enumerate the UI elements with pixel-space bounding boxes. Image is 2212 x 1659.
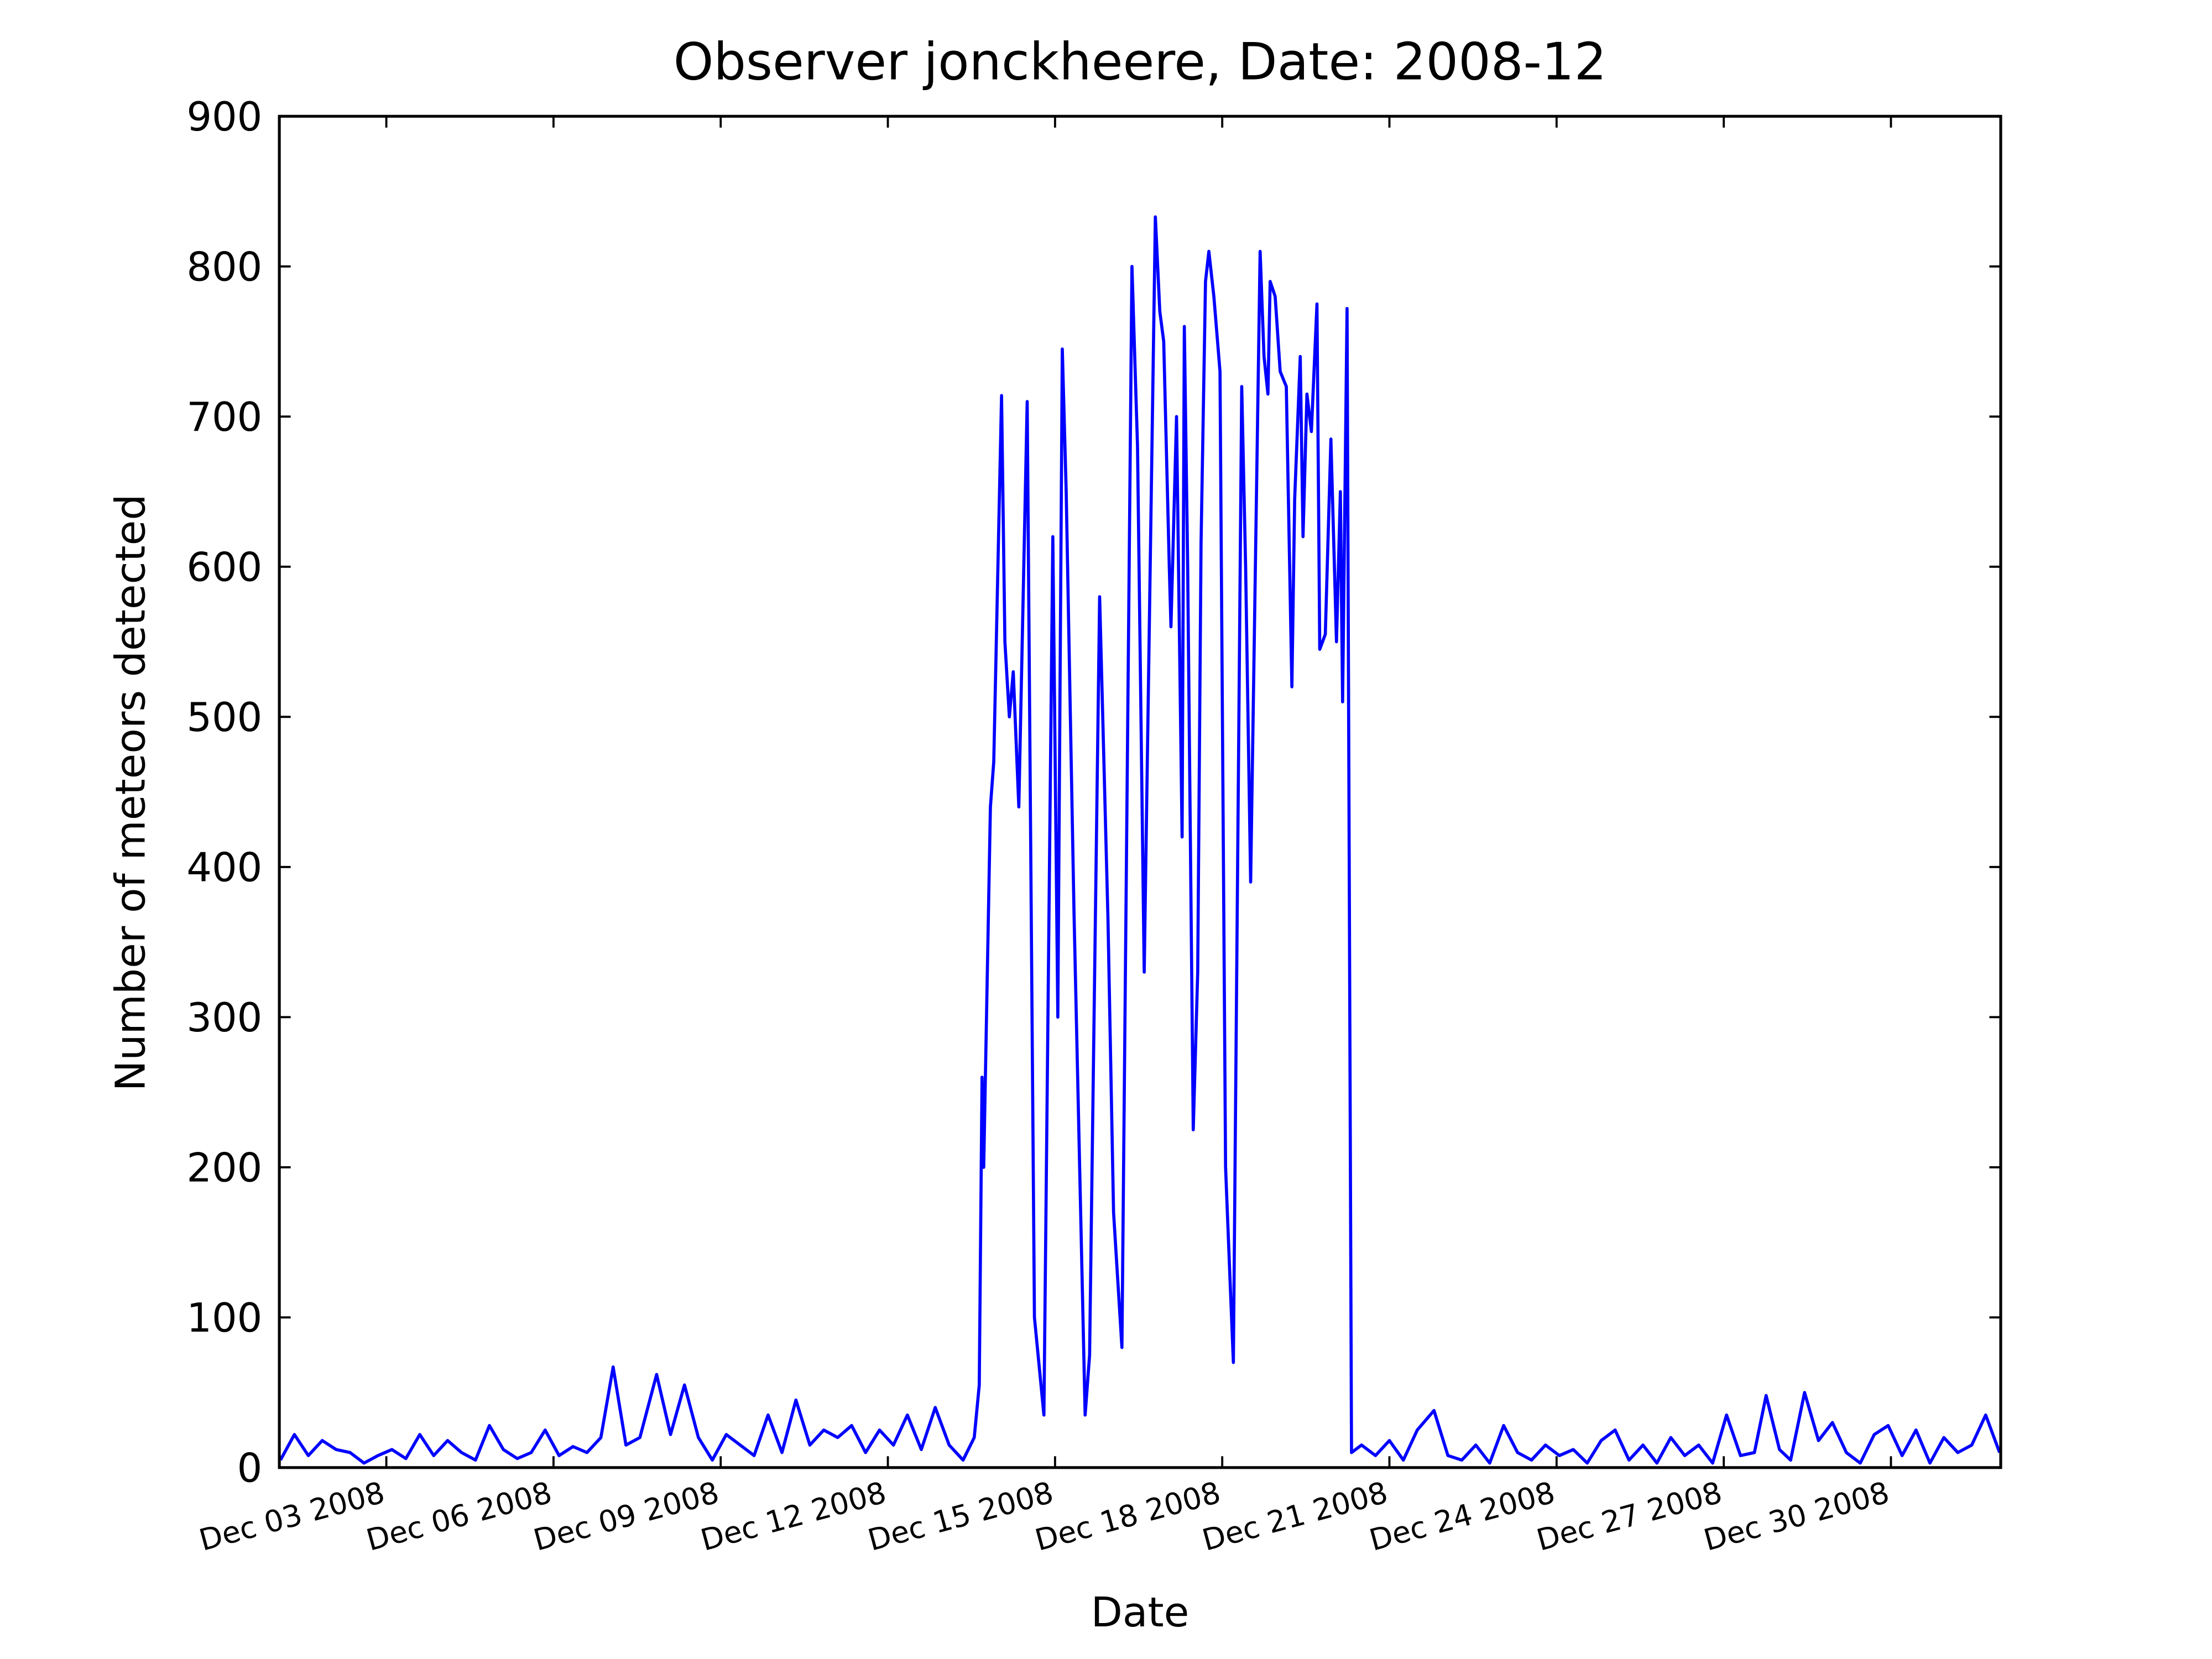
y-tick-label: 0	[237, 1444, 263, 1491]
y-tick-label: 800	[186, 243, 262, 290]
y-tick-label: 400	[186, 844, 262, 890]
y-tick-label: 700	[186, 394, 262, 440]
y-tick-label: 900	[186, 93, 262, 140]
y-tick-label: 500	[186, 694, 262, 740]
y-tick-label: 600	[186, 544, 262, 590]
plot-frame	[278, 114, 2002, 1469]
x-axis-label: Date	[1091, 1588, 1190, 1636]
y-axis-label: Number of meteors detected	[107, 494, 155, 1091]
y-tick-label: 200	[186, 1144, 262, 1191]
chart-title: Observer jonckheere, Date: 2008-12	[674, 32, 1607, 92]
y-tick-label: 100	[186, 1295, 262, 1341]
data-line	[279, 215, 2001, 1465]
y-tick-label: 300	[186, 994, 262, 1041]
